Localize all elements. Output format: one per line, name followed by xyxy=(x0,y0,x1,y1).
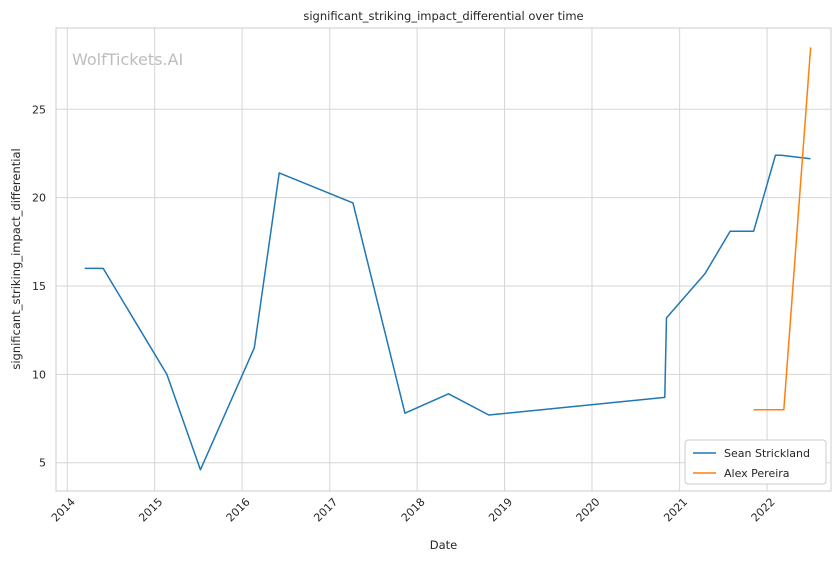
legend-label: Sean Strickland xyxy=(724,447,810,460)
legend-box xyxy=(684,439,827,485)
watermark-text: WolfTickets.AI xyxy=(72,50,183,69)
series-line-1 xyxy=(84,154,811,471)
y-tick-label: 15 xyxy=(32,280,46,293)
legend-label: Alex Pereira xyxy=(724,467,790,480)
y-tick-label: 10 xyxy=(32,368,46,381)
y-axis-title: significant_striking_impact_differential xyxy=(9,148,23,369)
chart-title: significant_striking_impact_differential… xyxy=(303,9,583,23)
series-layer xyxy=(84,47,812,471)
y-tick-label: 5 xyxy=(39,457,46,470)
legend-items: Sean Strickland Alex Pereira xyxy=(693,447,810,480)
x-axis-title: Date xyxy=(430,538,458,552)
series-line-2 xyxy=(753,47,812,411)
legend: Sean Strickland Alex Pereira xyxy=(684,439,827,485)
y-tick-label: 25 xyxy=(32,103,46,116)
plot-frame xyxy=(55,27,832,492)
y-tick-label: 20 xyxy=(32,192,46,205)
y-axis-ticks: 5 10 15 20 25 xyxy=(32,103,46,469)
